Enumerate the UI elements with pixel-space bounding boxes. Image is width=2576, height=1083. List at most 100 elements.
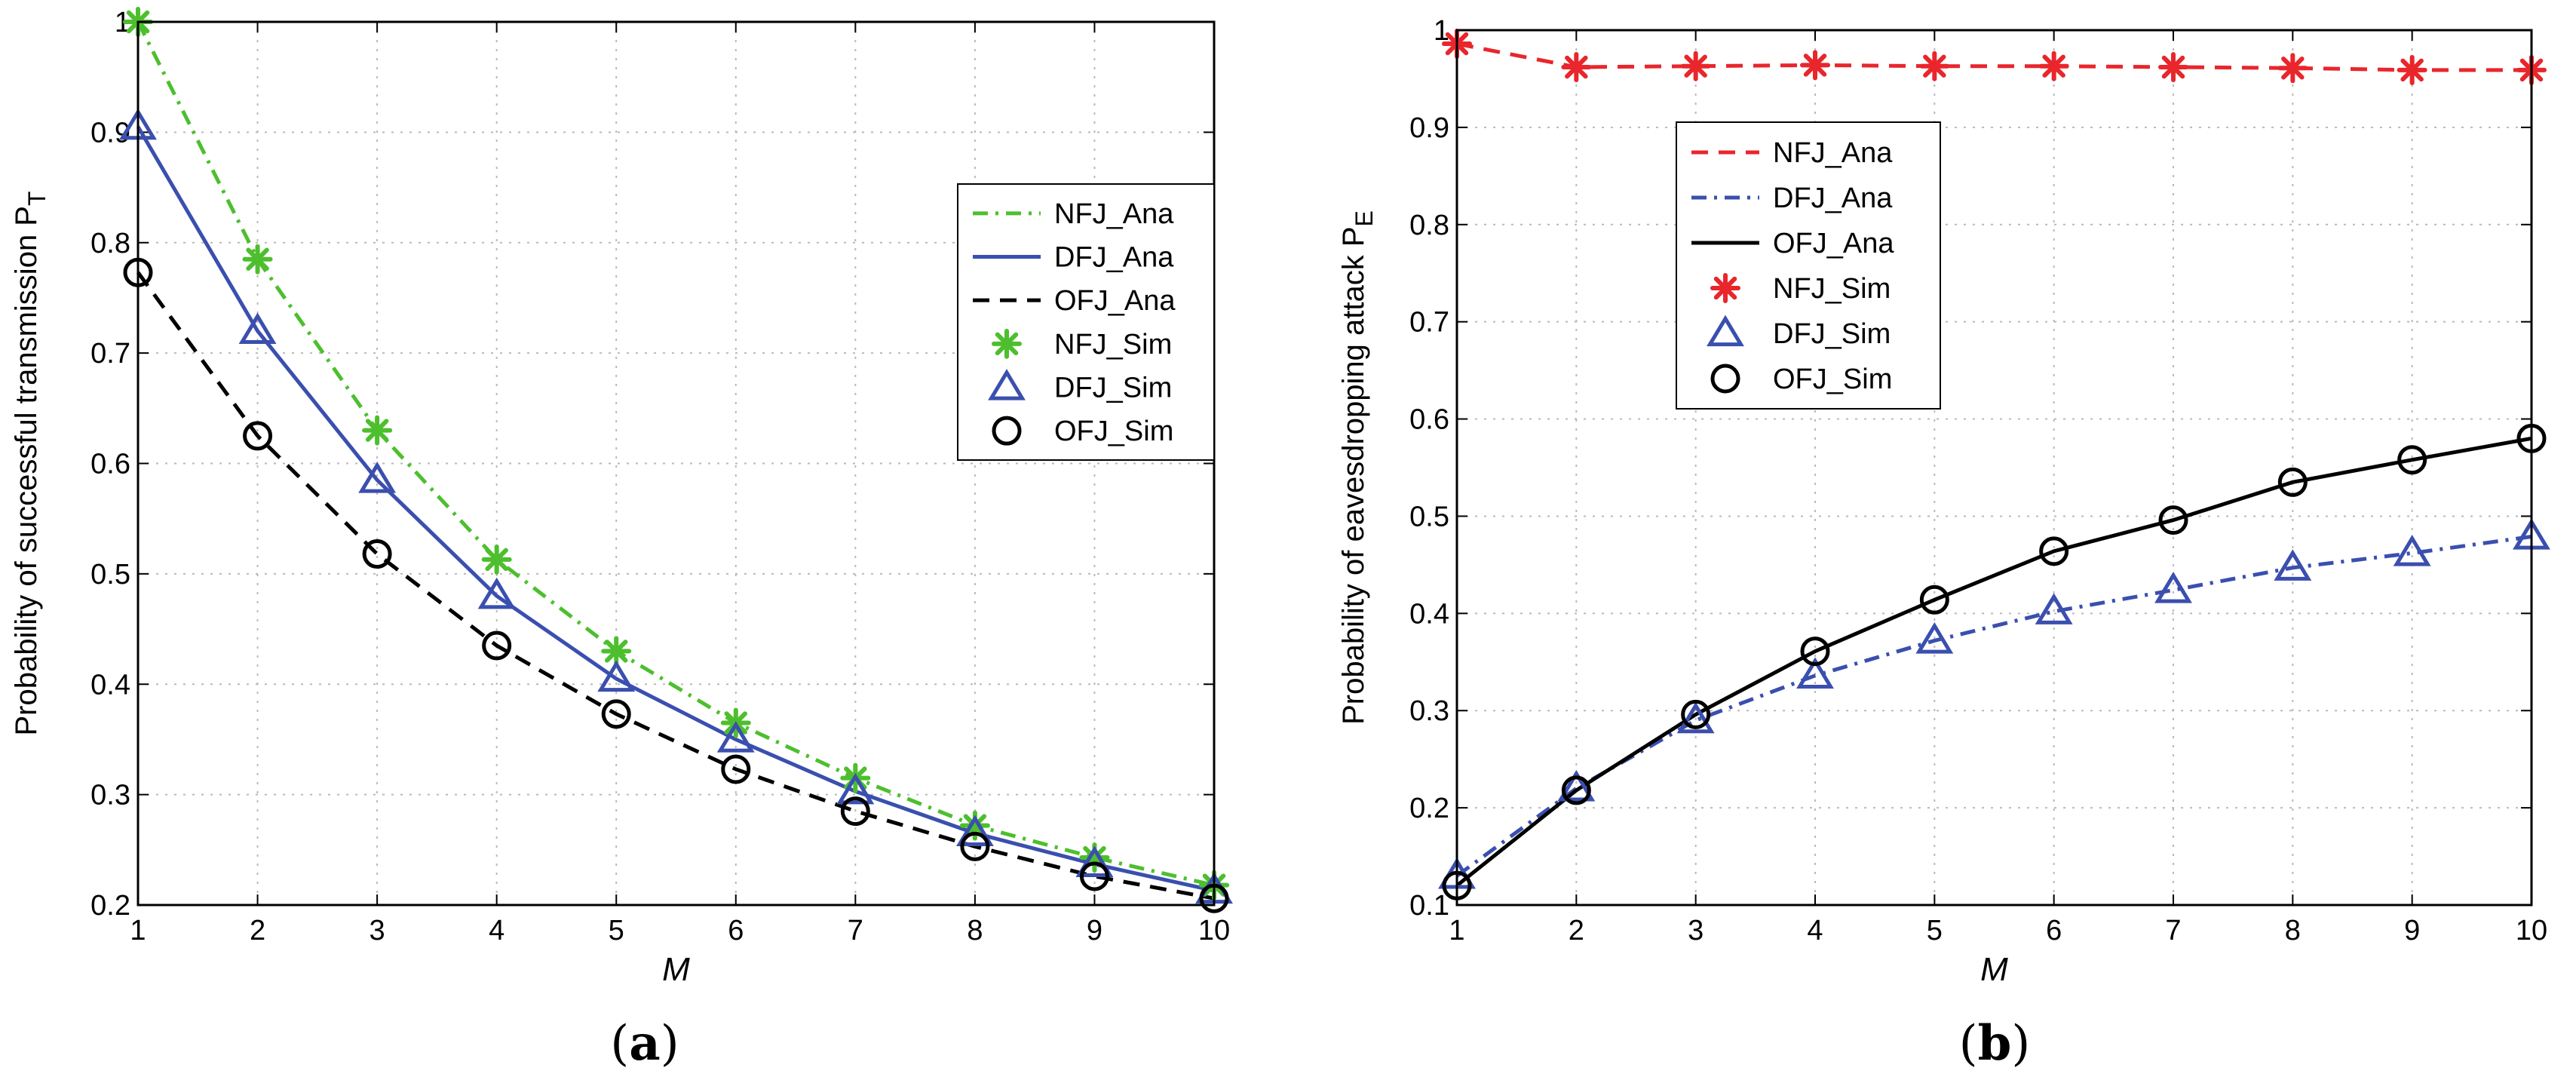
data-point-DFJ_Sim bbox=[2274, 549, 2312, 581]
data-point-OFJ_Sim bbox=[1681, 699, 1711, 729]
data-point-DFJ_Sim bbox=[238, 312, 277, 345]
data-point-OFJ_Sim bbox=[2039, 536, 2069, 566]
panel-label: (a) bbox=[610, 1015, 679, 1072]
legend-swatch-NFJ_Sim bbox=[1710, 273, 1740, 303]
y-tick-label: 0.2 bbox=[90, 890, 130, 922]
data-point-OFJ_Sim bbox=[1800, 637, 1830, 667]
data-point-DFJ_Sim bbox=[1557, 769, 1596, 802]
data-point-OFJ_Sim bbox=[2158, 505, 2188, 535]
series-line-NFJ_Ana bbox=[136, 20, 1215, 888]
y-axis-label: Probability of successful transmission P… bbox=[10, 191, 51, 735]
data-point-NFJ_Sim bbox=[2038, 51, 2069, 81]
series-markers-OFJ_Sim bbox=[123, 257, 1229, 913]
data-point-NFJ_Sim bbox=[242, 244, 273, 275]
data-point-NFJ_Sim bbox=[1800, 50, 1830, 81]
legend-label-OFJ_Ana: OFJ_Ana bbox=[1773, 228, 1894, 259]
data-point-NFJ_Sim bbox=[1680, 51, 1711, 81]
data-point-OFJ_Sim bbox=[243, 421, 273, 451]
data-point-DFJ_Sim bbox=[477, 577, 516, 609]
legend-swatch-OFJ_Sim bbox=[992, 416, 1022, 446]
data-point-OFJ_Sim bbox=[482, 630, 512, 661]
legend-label-NFJ_Ana: NFJ_Ana bbox=[1054, 198, 1174, 230]
x-axis-label: M bbox=[662, 951, 690, 988]
plot-area bbox=[1457, 30, 2532, 905]
data-point-NFJ_Sim bbox=[2277, 53, 2308, 84]
data-point-DFJ_Sim bbox=[597, 660, 636, 692]
y-tick-label: 0.9 bbox=[1409, 112, 1449, 144]
legend-label-NFJ_Ana: NFJ_Ana bbox=[1773, 137, 1893, 169]
data-point-DFJ_Sim bbox=[2154, 571, 2192, 603]
y-tick-label: 0.6 bbox=[90, 449, 130, 480]
axes-box bbox=[136, 20, 1216, 907]
x-tick-label: 2 bbox=[1569, 915, 1584, 946]
data-point-OFJ_Sim bbox=[1561, 775, 1591, 805]
data-point-NFJ_Sim bbox=[2158, 51, 2188, 82]
y-tick-label: 0.5 bbox=[90, 559, 130, 591]
y-tick-label: 0.6 bbox=[1409, 404, 1449, 436]
series-line-NFJ_Ana bbox=[1456, 41, 2532, 72]
legend: NFJ_Ana DFJ_Ana OFJ_Ana NFJ_Sim DFJ_Sim OFJ_S… bbox=[957, 183, 1215, 461]
series-line-DFJ_Ana bbox=[136, 125, 1215, 893]
series-line-DFJ_Ana bbox=[1455, 535, 2532, 878]
x-tick-label: 7 bbox=[2165, 915, 2181, 946]
legend-label-DFJ_Sim: DFJ_Sim bbox=[1773, 318, 1891, 350]
x-tick-label: 5 bbox=[609, 915, 624, 946]
y-tick-label: 0.2 bbox=[1409, 793, 1449, 824]
data-point-DFJ_Sim bbox=[2393, 535, 2431, 566]
data-point-OFJ_Sim bbox=[601, 699, 631, 729]
x-tick-label: 4 bbox=[489, 915, 504, 946]
legend-label-OFJ_Sim: OFJ_Sim bbox=[1054, 416, 1173, 447]
data-point-NFJ_Sim bbox=[2397, 54, 2427, 85]
legend-swatch-OFJ_Sim bbox=[1710, 364, 1740, 394]
data-point-OFJ_Sim bbox=[1919, 584, 1949, 615]
data-point-DFJ_Sim bbox=[1676, 701, 1715, 734]
data-point-DFJ_Sim bbox=[358, 462, 397, 493]
data-point-DFJ_Sim bbox=[716, 721, 755, 753]
legend-swatch-DFJ_Sim bbox=[988, 369, 1026, 400]
x-tick-label: 3 bbox=[370, 915, 385, 946]
y-tick-label: 0.8 bbox=[1409, 210, 1449, 241]
y-tick-label: 0.7 bbox=[1409, 307, 1449, 339]
x-tick-label: 6 bbox=[728, 915, 744, 946]
panel-label: (b) bbox=[1959, 1015, 2031, 1072]
series-line-OFJ_Ana bbox=[136, 271, 1215, 900]
data-point-NFJ_Sim bbox=[601, 636, 632, 667]
series-lines bbox=[136, 20, 1215, 900]
x-tick-label: 6 bbox=[2046, 915, 2062, 946]
y-axis-label: Probability of eavesdropping attack PE bbox=[1337, 210, 1378, 725]
legend-label-DFJ_Ana: DFJ_Ana bbox=[1773, 183, 1893, 214]
y-tick-label: 1 bbox=[115, 7, 130, 38]
y-tick-label: 0.8 bbox=[90, 228, 130, 259]
x-tick-label: 1 bbox=[1449, 915, 1464, 946]
y-tick-label: 0.7 bbox=[90, 338, 130, 370]
x-tick-label: 1 bbox=[130, 915, 146, 946]
x-tick-label: 2 bbox=[250, 915, 265, 946]
series-markers bbox=[1438, 29, 2550, 900]
data-point-NFJ_Sim bbox=[1919, 51, 1950, 81]
series-line-OFJ_Ana bbox=[1455, 436, 2532, 888]
data-point-OFJ_Sim bbox=[2397, 445, 2427, 475]
data-point-OFJ_Sim bbox=[840, 796, 870, 827]
x-tick-label: 10 bbox=[2516, 915, 2547, 946]
legend-swatch-NFJ_Sim bbox=[992, 328, 1022, 359]
legend: NFJ_Ana DFJ_Ana OFJ_Ana NFJ_Sim DFJ_Sim OFJ_S… bbox=[1676, 121, 1941, 410]
data-point-NFJ_Sim bbox=[481, 544, 512, 575]
data-point-OFJ_Sim bbox=[721, 754, 751, 784]
legend-label-DFJ_Sim: DFJ_Sim bbox=[1054, 373, 1172, 404]
y-tick-label: 0.4 bbox=[90, 669, 130, 701]
data-point-OFJ_Sim bbox=[362, 539, 392, 569]
legend-label-NFJ_Sim: NFJ_Sim bbox=[1773, 273, 1891, 305]
legend-label-OFJ_Ana: OFJ_Ana bbox=[1054, 285, 1176, 317]
x-tick-label: 8 bbox=[967, 915, 983, 946]
axes-box bbox=[1455, 29, 2533, 907]
y-tick-label: 0.5 bbox=[1409, 501, 1449, 532]
x-tick-label: 8 bbox=[2285, 915, 2301, 946]
legend-box bbox=[1676, 121, 1941, 410]
legend-swatch-DFJ_Sim bbox=[1707, 314, 1744, 347]
chart-b: 1 2 3 4 5 6 7 8 9 10 0.1 0.2 0.3 0.4 0.5 0.6 0.7 0.8 0.9 1 N… bbox=[1337, 15, 2550, 1072]
data-point-DFJ_Sim bbox=[1075, 845, 1114, 878]
x-tick-label: 10 bbox=[1198, 915, 1230, 946]
data-point-DFJ_Sim bbox=[2035, 593, 2073, 624]
legend-label-OFJ_Sim: OFJ_Sim bbox=[1773, 364, 1892, 395]
